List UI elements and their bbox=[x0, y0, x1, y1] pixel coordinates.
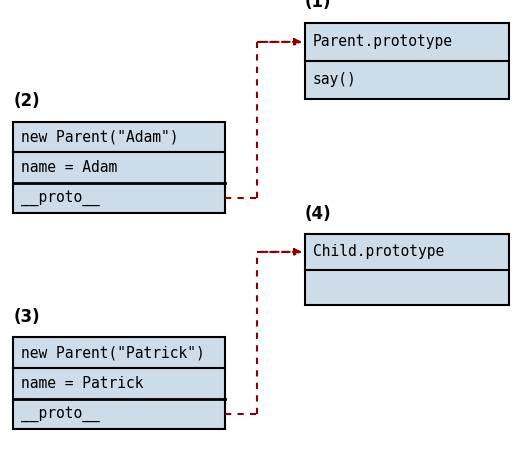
Text: Child.prototype: Child.prototype bbox=[313, 244, 444, 259]
Text: Parent.prototype: Parent.prototype bbox=[313, 34, 453, 50]
Text: (3): (3) bbox=[13, 308, 40, 326]
Bar bbox=[13, 337, 225, 429]
Bar bbox=[305, 23, 509, 99]
Text: say(): say() bbox=[313, 72, 357, 87]
Text: __proto__: __proto__ bbox=[21, 190, 100, 206]
Bar bbox=[305, 234, 509, 305]
Text: (1): (1) bbox=[305, 0, 331, 11]
Text: name = Patrick: name = Patrick bbox=[21, 376, 144, 391]
Text: new Parent("Adam"): new Parent("Adam") bbox=[21, 129, 179, 145]
Bar bbox=[13, 122, 225, 213]
Text: (2): (2) bbox=[13, 92, 40, 110]
Text: new Parent("Patrick"): new Parent("Patrick") bbox=[21, 345, 205, 360]
Text: name = Adam: name = Adam bbox=[21, 160, 118, 175]
Text: (4): (4) bbox=[305, 205, 331, 223]
Text: __proto__: __proto__ bbox=[21, 406, 100, 422]
